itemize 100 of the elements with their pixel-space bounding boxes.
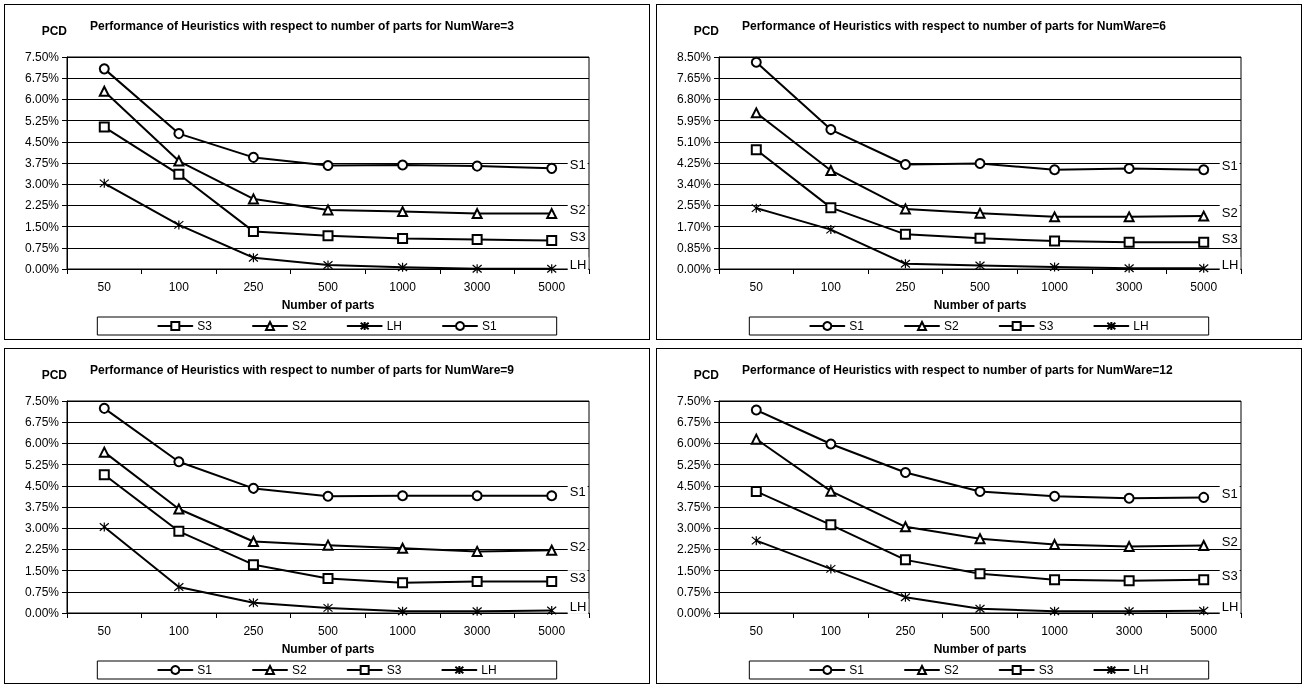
point — [99, 521, 110, 533]
y-tick-label: 0.00% — [676, 262, 712, 276]
y-tick-label: 3.00% — [24, 521, 60, 536]
point — [974, 603, 986, 614]
y-tick-label: 0.75% — [676, 584, 712, 599]
y-tick-label: 7.50% — [24, 394, 60, 408]
x-tick-label: 250 — [243, 280, 264, 294]
point — [471, 576, 483, 588]
point — [472, 606, 483, 617]
point — [825, 164, 837, 176]
point — [1198, 236, 1210, 248]
point — [899, 203, 911, 215]
y-axis-title: PCD — [693, 368, 720, 382]
point — [825, 438, 837, 450]
y-tick-label: 7.65% — [676, 71, 712, 86]
x-tick-label: 3000 — [463, 280, 491, 294]
point — [750, 404, 762, 416]
x-tick-label: 100 — [820, 624, 842, 638]
point — [173, 525, 185, 537]
point — [98, 85, 110, 97]
y-tick-label: 6.75% — [24, 71, 60, 86]
x-tick-label: 250 — [895, 624, 916, 638]
x-tick-label: 5000 — [1190, 624, 1218, 638]
point — [1124, 606, 1135, 617]
x-tick-label: 5000 — [538, 280, 566, 294]
point — [247, 559, 259, 571]
point — [472, 263, 483, 274]
x-axis-title: Number of parts — [281, 642, 375, 656]
x-tick-label: 100 — [168, 280, 190, 294]
chart-title: Performance of Heuristics with respect to number of parts for NumWare=3 — [90, 19, 515, 33]
point — [1049, 164, 1061, 176]
text: S1 — [569, 484, 586, 500]
y-tick-label: 2.25% — [676, 542, 712, 557]
y-tick-label: 6.00% — [676, 436, 712, 451]
point — [899, 554, 911, 566]
point — [397, 159, 409, 171]
text: S1 — [1221, 158, 1238, 174]
y-tick-label: 4.50% — [24, 134, 60, 149]
point — [900, 258, 911, 269]
point — [322, 539, 334, 551]
x-tick-label: 50 — [97, 624, 112, 638]
y-tick-label: 4.50% — [24, 478, 60, 493]
point — [825, 519, 837, 531]
point — [247, 193, 259, 205]
text: S3 — [569, 228, 586, 244]
point — [471, 160, 483, 172]
point — [750, 107, 762, 119]
x-axis-title: Number of parts — [933, 642, 1027, 656]
y-tick-label: 7.50% — [676, 394, 712, 408]
y-tick-label: 1.70% — [676, 219, 712, 234]
x-tick-label: 1000 — [1041, 624, 1069, 638]
point — [1049, 606, 1060, 617]
text: S3 — [1221, 230, 1238, 246]
x-tick-label: 3000 — [1115, 280, 1143, 294]
point — [751, 203, 762, 214]
legend-label: S2 — [943, 319, 959, 333]
y-tick-label: 3.40% — [676, 177, 712, 192]
point — [899, 228, 911, 240]
text: S3 — [569, 570, 586, 586]
point — [1198, 263, 1209, 274]
x-tick-label: 1000 — [1041, 280, 1069, 294]
point — [1049, 261, 1060, 273]
point — [750, 56, 762, 68]
point — [247, 535, 259, 547]
point — [974, 207, 986, 219]
point — [546, 490, 558, 502]
x-tick-label: 3000 — [463, 624, 491, 638]
point — [751, 535, 762, 546]
point — [1124, 263, 1135, 274]
point — [322, 602, 334, 614]
x-tick-label: 500 — [317, 280, 339, 294]
text: S3 — [1221, 568, 1238, 584]
point — [471, 490, 483, 502]
legend-label: S3 — [197, 319, 213, 333]
y-tick-label: 7.50% — [24, 50, 60, 64]
point — [899, 159, 911, 170]
y-tick-label: 0.75% — [24, 240, 60, 255]
point — [98, 446, 110, 458]
point — [397, 232, 409, 244]
point — [825, 202, 837, 214]
point — [173, 219, 184, 230]
x-tick-label: 250 — [895, 280, 916, 294]
point — [546, 162, 558, 174]
point — [173, 128, 185, 140]
text: LH — [1221, 256, 1239, 272]
point — [322, 490, 334, 502]
point — [1049, 490, 1061, 502]
y-tick-label: 6.75% — [24, 415, 60, 430]
point — [750, 144, 762, 156]
point — [546, 605, 557, 616]
x-tick-label: 500 — [969, 624, 991, 638]
point — [173, 581, 184, 593]
point — [1198, 164, 1210, 176]
text: S2 — [1221, 533, 1238, 549]
y-tick-label: 5.25% — [24, 113, 60, 128]
x-tick-label: 250 — [243, 624, 264, 638]
legend-label: S2 — [291, 663, 307, 677]
point — [974, 232, 986, 244]
point — [98, 402, 110, 414]
point — [750, 433, 762, 445]
